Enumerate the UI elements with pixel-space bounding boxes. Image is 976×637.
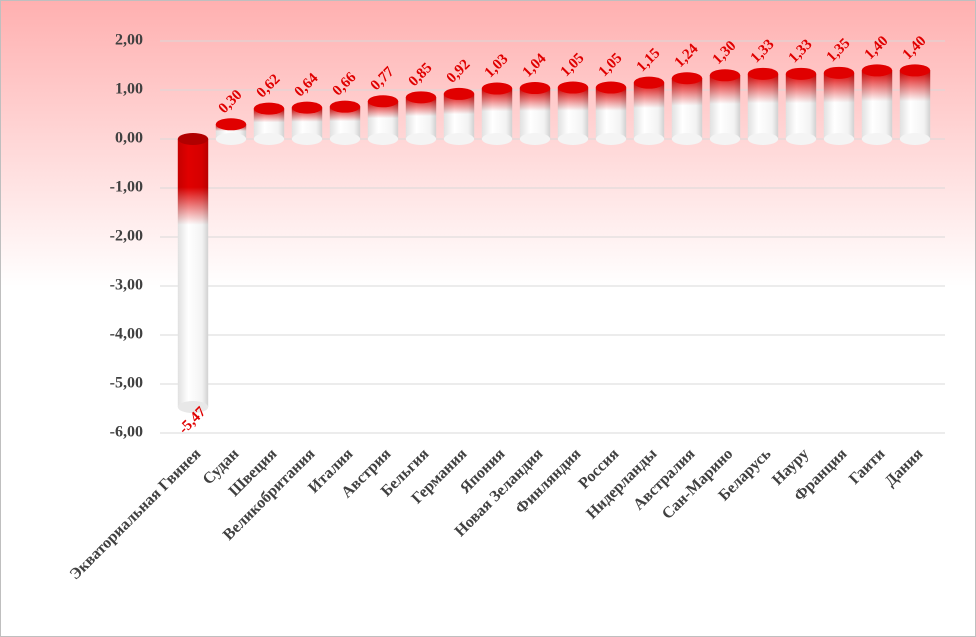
cylinder bbox=[481, 82, 513, 145]
bar-cap bbox=[367, 95, 399, 108]
bar-base bbox=[329, 133, 361, 145]
cylinder bbox=[215, 118, 247, 145]
bar-base bbox=[861, 133, 893, 145]
bar-cap bbox=[215, 118, 247, 131]
cylinder bbox=[747, 67, 779, 145]
bar-shade bbox=[481, 88, 513, 139]
bar-base bbox=[253, 133, 285, 145]
bar-shade bbox=[709, 75, 741, 139]
bar-shade bbox=[633, 82, 665, 139]
cylinder bbox=[291, 101, 323, 145]
bar-shade bbox=[557, 87, 589, 139]
cylinder bbox=[823, 66, 855, 145]
bar-shade bbox=[595, 87, 627, 139]
bar-base bbox=[291, 133, 323, 145]
y-tick-label: -5,00 bbox=[110, 375, 143, 392]
bar-base bbox=[481, 133, 513, 145]
bar-shade bbox=[405, 97, 437, 139]
bar-shade bbox=[823, 72, 855, 139]
bar-base bbox=[519, 133, 551, 145]
bar-cap bbox=[481, 82, 513, 95]
bar-cap bbox=[747, 67, 779, 80]
cylinder bbox=[367, 95, 399, 145]
bar-shade bbox=[519, 88, 551, 139]
bar-cap bbox=[443, 87, 475, 100]
cylinder bbox=[405, 91, 437, 145]
bar-base bbox=[215, 133, 247, 145]
cylinder bbox=[253, 102, 285, 145]
cylinder bbox=[671, 72, 703, 145]
bar-base bbox=[367, 133, 399, 145]
bar-shade bbox=[785, 73, 817, 139]
bar-cap bbox=[671, 72, 703, 85]
bar-shade bbox=[861, 70, 893, 139]
cylinder bbox=[557, 81, 589, 145]
bar-cap bbox=[899, 64, 931, 77]
bar-cap bbox=[823, 66, 855, 79]
bar-shade bbox=[177, 139, 209, 408]
bar-cap bbox=[633, 76, 665, 89]
bar-base bbox=[785, 133, 817, 145]
y-tick-label: -4,00 bbox=[110, 326, 143, 343]
y-tick-label: 0,00 bbox=[115, 130, 143, 147]
y-tick-label: 1,00 bbox=[115, 81, 143, 98]
cylinder bbox=[785, 67, 817, 145]
bar-cap bbox=[291, 101, 323, 114]
bar-cap bbox=[519, 82, 551, 95]
bar-shade bbox=[367, 101, 399, 139]
bar-base bbox=[443, 133, 475, 145]
cylinder bbox=[899, 64, 931, 145]
cylinder bbox=[595, 81, 627, 145]
cylinder bbox=[443, 87, 475, 145]
y-tick-label: -3,00 bbox=[110, 277, 143, 294]
bar-base bbox=[177, 401, 209, 414]
y-tick-label: -2,00 bbox=[110, 228, 143, 245]
cylinder bbox=[861, 64, 893, 145]
bar-shade bbox=[747, 73, 779, 139]
bar-base bbox=[595, 133, 627, 145]
bar-cap bbox=[405, 91, 437, 104]
bar-cap bbox=[557, 81, 589, 94]
bar-base bbox=[405, 133, 437, 145]
bar-cap bbox=[329, 100, 361, 113]
bar-base bbox=[671, 133, 703, 145]
bar-cap bbox=[709, 69, 741, 82]
y-tick-label: 2,00 bbox=[115, 32, 143, 49]
bar-cap bbox=[253, 102, 285, 115]
bar-base bbox=[747, 133, 779, 145]
bar-cap bbox=[785, 67, 817, 80]
y-tick-label: -6,00 bbox=[110, 424, 143, 441]
bar-shade bbox=[671, 78, 703, 139]
cylinder bbox=[519, 82, 551, 145]
bar-base bbox=[557, 133, 589, 145]
bar-shade bbox=[899, 70, 931, 139]
bar-cap bbox=[595, 81, 627, 94]
bar-cap bbox=[861, 64, 893, 77]
bar-base bbox=[633, 133, 665, 145]
y-tick-label: -1,00 bbox=[110, 179, 143, 196]
cylinder bbox=[177, 133, 209, 414]
cylinder bbox=[709, 69, 741, 145]
cylinder bbox=[329, 100, 361, 145]
cylinder bbox=[633, 76, 665, 145]
bar-base bbox=[899, 133, 931, 145]
bar-base bbox=[709, 133, 741, 145]
bar-cap bbox=[177, 133, 209, 145]
bar-base bbox=[823, 133, 855, 145]
bar-shade bbox=[443, 93, 475, 139]
